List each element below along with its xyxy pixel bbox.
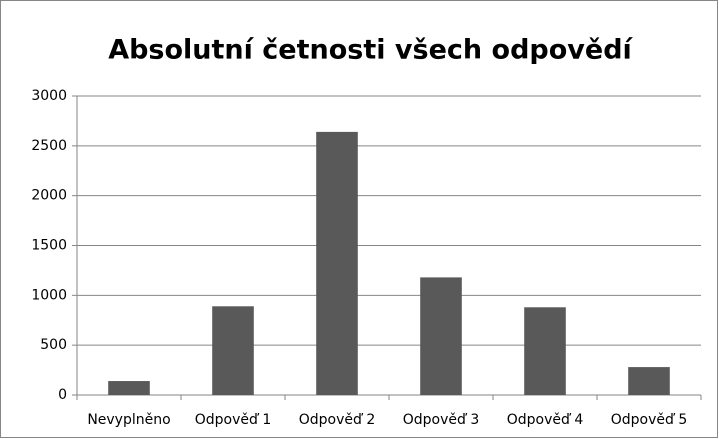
y-tick-label: 2500 bbox=[31, 138, 67, 154]
x-tick-label: Odpověď 4 bbox=[507, 412, 584, 428]
y-tick-label: 500 bbox=[40, 337, 67, 353]
y-tick-label: 3000 bbox=[31, 88, 67, 104]
x-tick-label: Odpověď 2 bbox=[299, 412, 376, 428]
bar bbox=[108, 381, 150, 395]
x-tick-label: Odpověď 5 bbox=[611, 412, 688, 428]
y-tick-label: 1000 bbox=[31, 287, 67, 303]
y-tick-label: 0 bbox=[58, 387, 67, 403]
x-tick-label: Odpověď 3 bbox=[403, 412, 480, 428]
bar bbox=[212, 306, 254, 395]
bar bbox=[628, 367, 670, 395]
bar bbox=[524, 307, 566, 395]
bar bbox=[420, 277, 462, 395]
y-tick-label: 2000 bbox=[31, 188, 67, 204]
chart-title: Absolutní četnosti všech odpovědí bbox=[108, 35, 633, 66]
x-tick-label: Nevyplněno bbox=[87, 412, 170, 428]
y-tick-label: 1500 bbox=[31, 238, 67, 254]
x-tick-label: Odpověď 1 bbox=[195, 412, 272, 428]
bar bbox=[316, 131, 358, 395]
